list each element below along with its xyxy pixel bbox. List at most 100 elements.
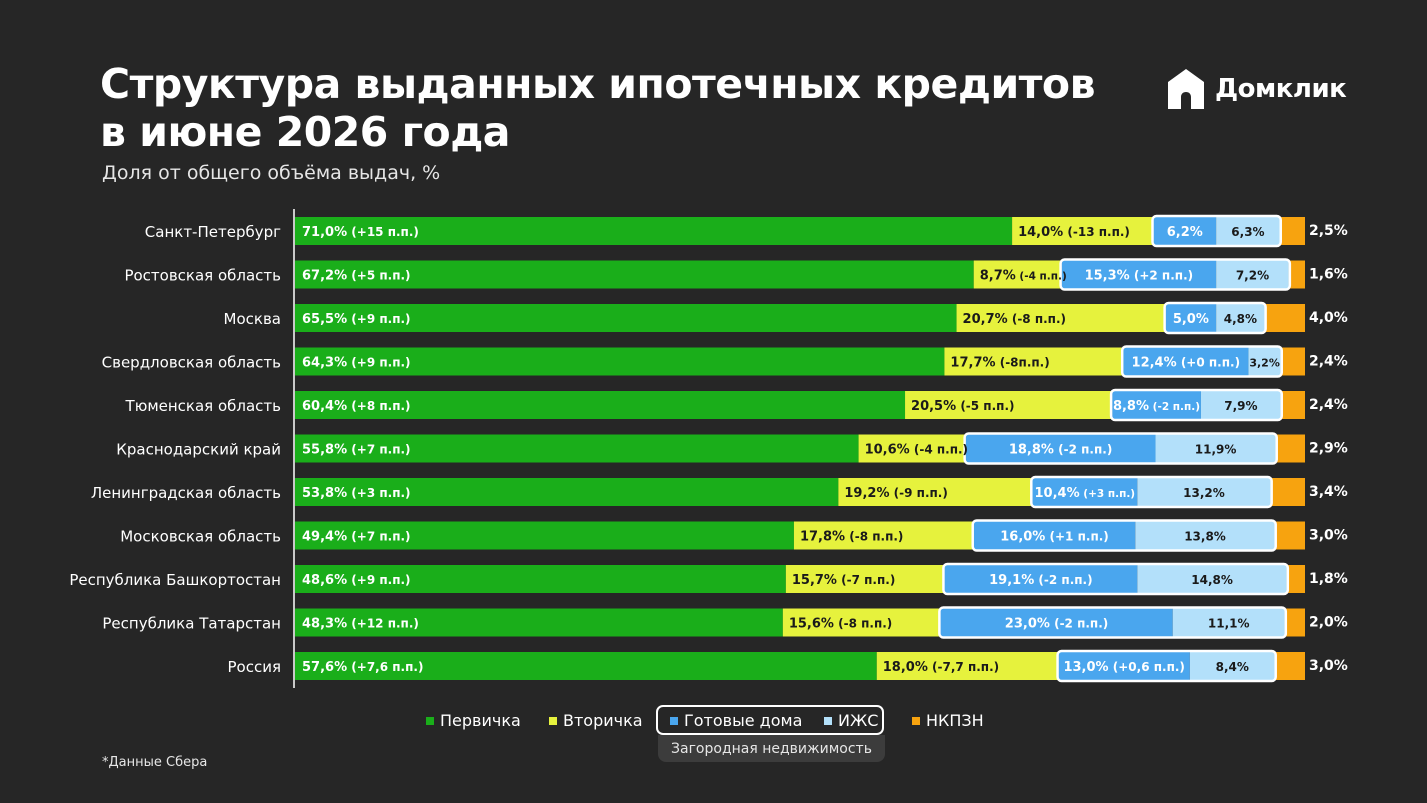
data-label-izhs: 4,8% [1224,312,1257,326]
bar-nkpzn [1288,260,1305,289]
data-label-izhs: 7,9% [1224,399,1257,413]
bar-nkpzn [1274,652,1305,680]
data-label-ready_houses: 8,8% (-2 п.п.) [1113,399,1200,414]
data-label-ready_houses: 23,0% (-2 п.п.) [1005,617,1108,632]
bar-izhs [1216,260,1289,289]
bar-secondary [973,260,1062,289]
group-outline [1151,214,1282,248]
data-label-secondary: 19,2% (-9 п.п.) [844,486,947,501]
legend-group-frame [656,705,884,735]
data-label-nkpzn: 2,9% [1309,441,1348,457]
bar-secondary [944,347,1124,376]
bar-ready_houses [965,434,1156,463]
data-label-izhs: 8,4% [1216,660,1249,674]
page-title-line-2: в июне 2026 года [100,108,510,156]
bar-nkpzn [1279,217,1305,245]
data-label-izhs: 14,8% [1191,573,1233,587]
house-logo-icon [1168,69,1204,109]
legend-label-secondary: Вторичка [563,711,643,730]
bar-secondary [782,608,941,637]
legend-item-ready-houses: Готовые дома [670,711,802,730]
bar-ready_houses [1112,391,1201,419]
bar-ready_houses [1032,478,1138,506]
bar-primary [295,521,794,550]
data-label-primary: 48,6% (+9 п.п.) [302,573,411,588]
group-outline [1109,388,1284,422]
bar-secondary [1012,217,1154,245]
bar-ready_houses [940,608,1173,637]
bar-primary [295,608,783,637]
group-outline [1056,649,1277,683]
data-label-primary: 48,3% (+12 п.п.) [302,617,419,632]
bar-nkpzn [1280,347,1305,376]
data-label-secondary: 8,7% (-4 п.п.) [980,269,1067,284]
data-label-primary: 57,6% (+7,6 п.п.) [302,660,423,675]
data-label-ready_houses: 5,0% [1173,312,1209,327]
bar-primary [295,304,957,332]
logo-text: Домклик [1215,74,1347,104]
bar-ready_houses [1058,652,1190,680]
group-outline [942,562,1290,596]
data-label-ready_houses: 18,8% (-2 п.п.) [1009,443,1112,458]
bar-secondary [956,304,1166,332]
data-label-izhs: 13,8% [1184,530,1226,544]
bar-nkpzn [1284,608,1305,637]
page-title-line-1: Структура выданных ипотечных кредитов [100,60,1096,108]
legend-item-izhs: ИЖС [824,711,878,730]
bar-primary [295,478,839,506]
data-label-izhs: 7,2% [1236,269,1269,283]
data-label-nkpzn: 3,4% [1309,484,1348,500]
bar-secondary [858,434,966,463]
group-outline [938,606,1288,639]
bar-primary [295,260,974,289]
category-label: Свердловская область [102,354,281,372]
bar-ready_houses [1153,217,1217,245]
data-label-nkpzn: 1,8% [1309,571,1348,587]
data-label-secondary: 14,0% (-13 п.п.) [1018,225,1130,240]
data-label-secondary: 18,0% (-7,7 п.п.) [883,660,999,675]
data-label-primary: 60,4% (+8 п.п.) [302,399,411,414]
data-label-secondary: 15,6% (-8 п.п.) [789,617,892,632]
data-label-nkpzn: 2,0% [1309,615,1348,631]
bar-izhs [1248,347,1281,376]
bar-izhs [1135,521,1275,550]
data-label-nkpzn: 1,6% [1309,267,1348,283]
bar-nkpzn [1270,478,1305,506]
category-label: Республика Башкортостан [69,571,281,589]
bar-ready_houses [1165,304,1217,332]
group-outline [971,519,1277,552]
legend-swatch-secondary [549,716,557,725]
bar-nkpzn [1264,304,1305,332]
group-outline [1030,475,1273,509]
group-outline [1120,345,1284,378]
legend-swatch-izhs [824,716,832,725]
category-label: Ростовская область [124,267,281,285]
bar-ready_houses [1123,347,1249,376]
data-label-nkpzn: 3,0% [1309,528,1348,544]
data-label-ready_houses: 12,4% (+0 п.п.) [1132,356,1241,371]
data-label-izhs: 11,1% [1208,617,1250,631]
legend-label-ready-houses: Готовые дома [684,711,803,730]
bar-izhs [1137,565,1287,593]
legend-item-primary: Первичка [426,711,521,730]
domclick-logo: Домклик [1165,66,1347,112]
bar-secondary [793,521,974,550]
data-label-nkpzn: 2,5% [1309,223,1348,239]
data-label-primary: 67,2% (+5 п.п.) [302,269,411,284]
data-label-ready_houses: 10,4% (+3 п.п.) [1035,486,1136,501]
legend-swatch-primary [426,716,434,725]
category-label: Тюменская область [125,397,281,415]
data-label-nkpzn: 3,0% [1309,658,1348,674]
data-label-primary: 71,0% (+15 п.п.) [302,225,419,240]
chart-subtitle: Доля от общего объёма выдач, % [102,162,441,184]
data-label-nkpzn: 4,0% [1309,310,1348,326]
data-label-ready_houses: 13,0% (+0,6 п.п.) [1063,660,1184,675]
footnote: *Данные Сбера [102,755,208,770]
legend-label-nkpzn: НКПЗН [926,711,984,730]
bar-izhs [1189,652,1275,680]
data-label-primary: 49,4% (+7 п.п.) [302,530,411,545]
bar-primary [295,652,877,680]
bar-izhs [1216,304,1265,332]
data-label-secondary: 20,7% (-8 п.п.) [963,312,1066,327]
